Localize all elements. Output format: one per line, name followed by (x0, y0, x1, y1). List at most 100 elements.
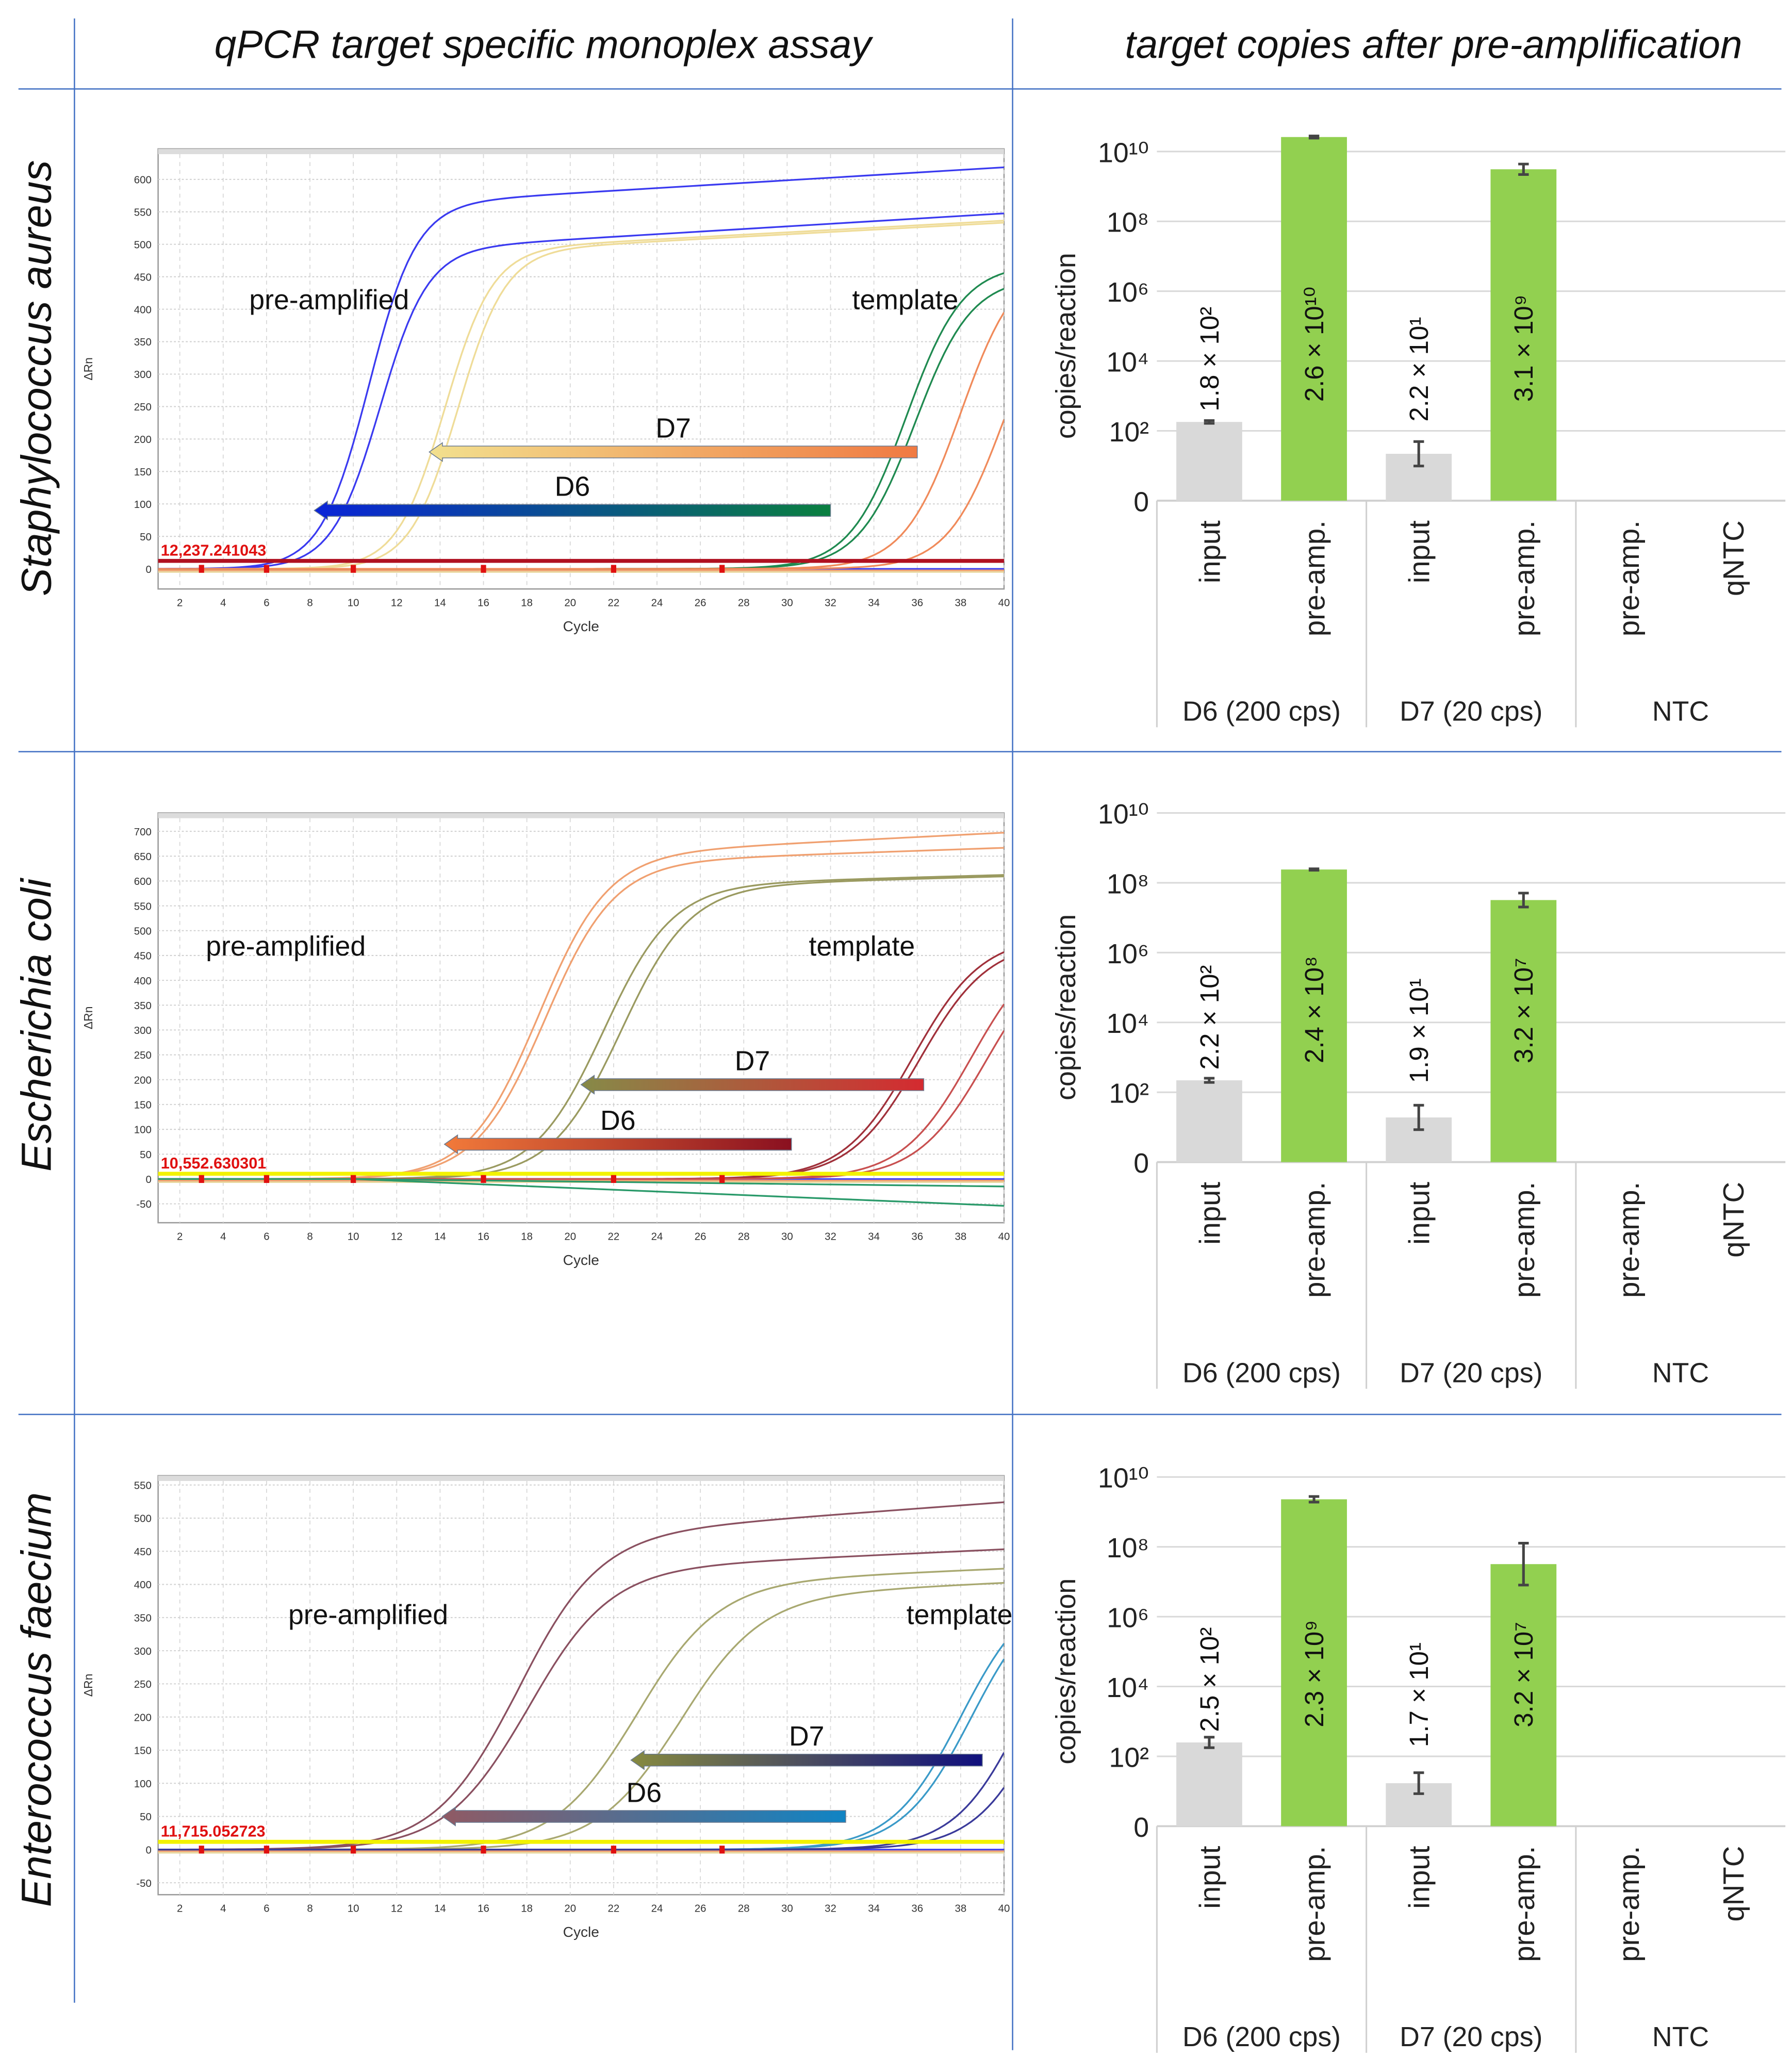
y-tick-label: 10⁴ (1106, 1008, 1149, 1039)
x-tick-label: 26 (695, 1902, 706, 1914)
curves (158, 166, 1004, 573)
x-tick-label: 22 (608, 597, 620, 608)
x-tick-label: 18 (521, 1230, 533, 1242)
x-tick-label: 14 (434, 1902, 446, 1914)
plot-annotation: template (907, 1600, 1013, 1631)
shift-arrow (580, 1075, 925, 1095)
x-tick-label: 36 (911, 597, 923, 608)
x-tick-label: 4 (220, 1902, 226, 1914)
error-bar (1308, 1495, 1320, 1504)
y-tick-label: 10² (1109, 1742, 1149, 1773)
y-tick-label: 600 (134, 174, 152, 186)
error-bar (1204, 419, 1215, 425)
column-divider (74, 18, 75, 2003)
group-label: D6 (200 cps) (1182, 2021, 1341, 2052)
y-tick-label: 10⁸ (1107, 1533, 1149, 1564)
bar-data-label: 1.7 × 10¹ (1404, 1642, 1434, 1747)
y-tick-label: 300 (134, 369, 152, 381)
x-tick-label: 38 (955, 597, 966, 608)
group-label: D6 (200 cps) (1182, 696, 1341, 727)
y-tick-label: 0 (145, 1844, 151, 1856)
arrow-label: D6 (626, 1777, 662, 1808)
bar-input (1176, 1742, 1242, 1826)
y-tick-label: 10⁶ (1107, 1603, 1149, 1634)
bar-data-label: 2.2 × 10¹ (1404, 317, 1434, 422)
amplification-curve (158, 419, 1004, 570)
y-axis-label: ΔRn (81, 1674, 95, 1697)
curves (158, 1501, 1004, 1854)
group-label: D7 (20 cps) (1400, 2021, 1542, 2052)
x-tick-label: 8 (307, 597, 313, 608)
bar-data-label: 2.3 × 10⁹ (1300, 1620, 1329, 1727)
x-tick-label: 40 (998, 597, 1010, 608)
x-tick-label: 12 (391, 1902, 403, 1914)
y-tick-label: 0 (145, 564, 151, 575)
y-tick-label: 100 (134, 499, 152, 511)
x-tick-label: 32 (825, 1902, 836, 1914)
y-tick-label: 150 (134, 466, 152, 478)
category-label: input (1193, 1182, 1226, 1245)
copies-bar-chart: 0 10² 10⁴ 10⁶ 10⁸ 10¹⁰ copies/reaction D6 (200 … (1050, 799, 1786, 1389)
plot-top-band (158, 1475, 1004, 1481)
shift-arrow (314, 500, 831, 521)
plot-annotation: template (809, 931, 915, 962)
y-tick-label: 700 (134, 826, 152, 838)
x-tick-label: 34 (868, 597, 880, 608)
bar-pre-amp (1490, 169, 1557, 501)
shift-arrow (443, 1134, 792, 1155)
y-tick-label: 10⁶ (1107, 277, 1149, 308)
y-tick-label: 150 (134, 1745, 152, 1757)
x-tick-label: 14 (434, 1230, 446, 1242)
x-tick-label: 10 (348, 597, 359, 608)
x-tick-label: 6 (264, 1902, 269, 1914)
baseline-marker-icon (199, 565, 204, 573)
y-tick-label: 450 (134, 1546, 152, 1558)
y-tick-label: 300 (134, 1025, 152, 1036)
x-tick-label: 6 (264, 1230, 269, 1242)
x-tick-label: 10 (348, 1230, 359, 1242)
row-divider (18, 88, 1782, 90)
y-tick-label: 10¹⁰ (1098, 1463, 1149, 1494)
arrow-label: D6 (600, 1105, 636, 1136)
x-tick-label: 4 (220, 597, 226, 608)
y-tick-label: 450 (134, 271, 152, 283)
amplification-curve (158, 1787, 1004, 1851)
x-tick-label: 2 (177, 1230, 183, 1242)
y-tick-label: -50 (136, 1198, 152, 1210)
y-tick-label: 0 (1133, 1812, 1149, 1843)
y-tick-label: 250 (134, 1049, 152, 1061)
category-label: pre-amp. (1298, 1846, 1331, 1962)
category-label: qNTC (1717, 1846, 1750, 1922)
plot-annotation: template (852, 285, 959, 316)
bar-pre-amp (1281, 1499, 1347, 1826)
y-tick-label: 50 (140, 1811, 152, 1823)
y-tick-label: 350 (134, 336, 152, 348)
x-tick-label: 34 (868, 1230, 880, 1242)
x-tick-label: 6 (264, 597, 269, 608)
amplification-curve (158, 212, 1004, 570)
qpcr-amplification-plot: 2 4 6 8 10 12 14 16 18 20 22 24 26 28 30 32 34 36 38 400501… (81, 148, 1010, 634)
x-tick-label: 18 (521, 597, 533, 608)
x-tick-label: 4 (220, 1230, 226, 1242)
baseline-marker-icon (481, 1846, 486, 1854)
category-label: input (1403, 520, 1436, 583)
baseline-marker-icon (481, 565, 486, 573)
y-axis-label: copies/reaction (1050, 1578, 1081, 1765)
threshold-value-label: 10,552.630301 (161, 1155, 267, 1172)
column-header-qpcr: qPCR target specific monoplex assay (214, 23, 872, 68)
plot-frame (157, 1475, 1005, 1896)
y-tick-label: 10² (1109, 1078, 1149, 1109)
x-tick-label: 26 (695, 1230, 706, 1242)
bar-data-label: 3.1 × 10⁹ (1509, 294, 1538, 402)
bar-pre-amp (1281, 869, 1347, 1162)
arrow-label: D7 (735, 1045, 770, 1076)
category-label: input (1193, 1846, 1226, 1908)
y-tick-label: 10² (1109, 417, 1149, 448)
row-divider (18, 751, 1782, 752)
y-tick-label: -50 (136, 1878, 152, 1889)
x-tick-label: 38 (955, 1902, 966, 1914)
x-tick-label: 24 (651, 1902, 663, 1914)
y-tick-label: 10¹⁰ (1098, 137, 1149, 168)
